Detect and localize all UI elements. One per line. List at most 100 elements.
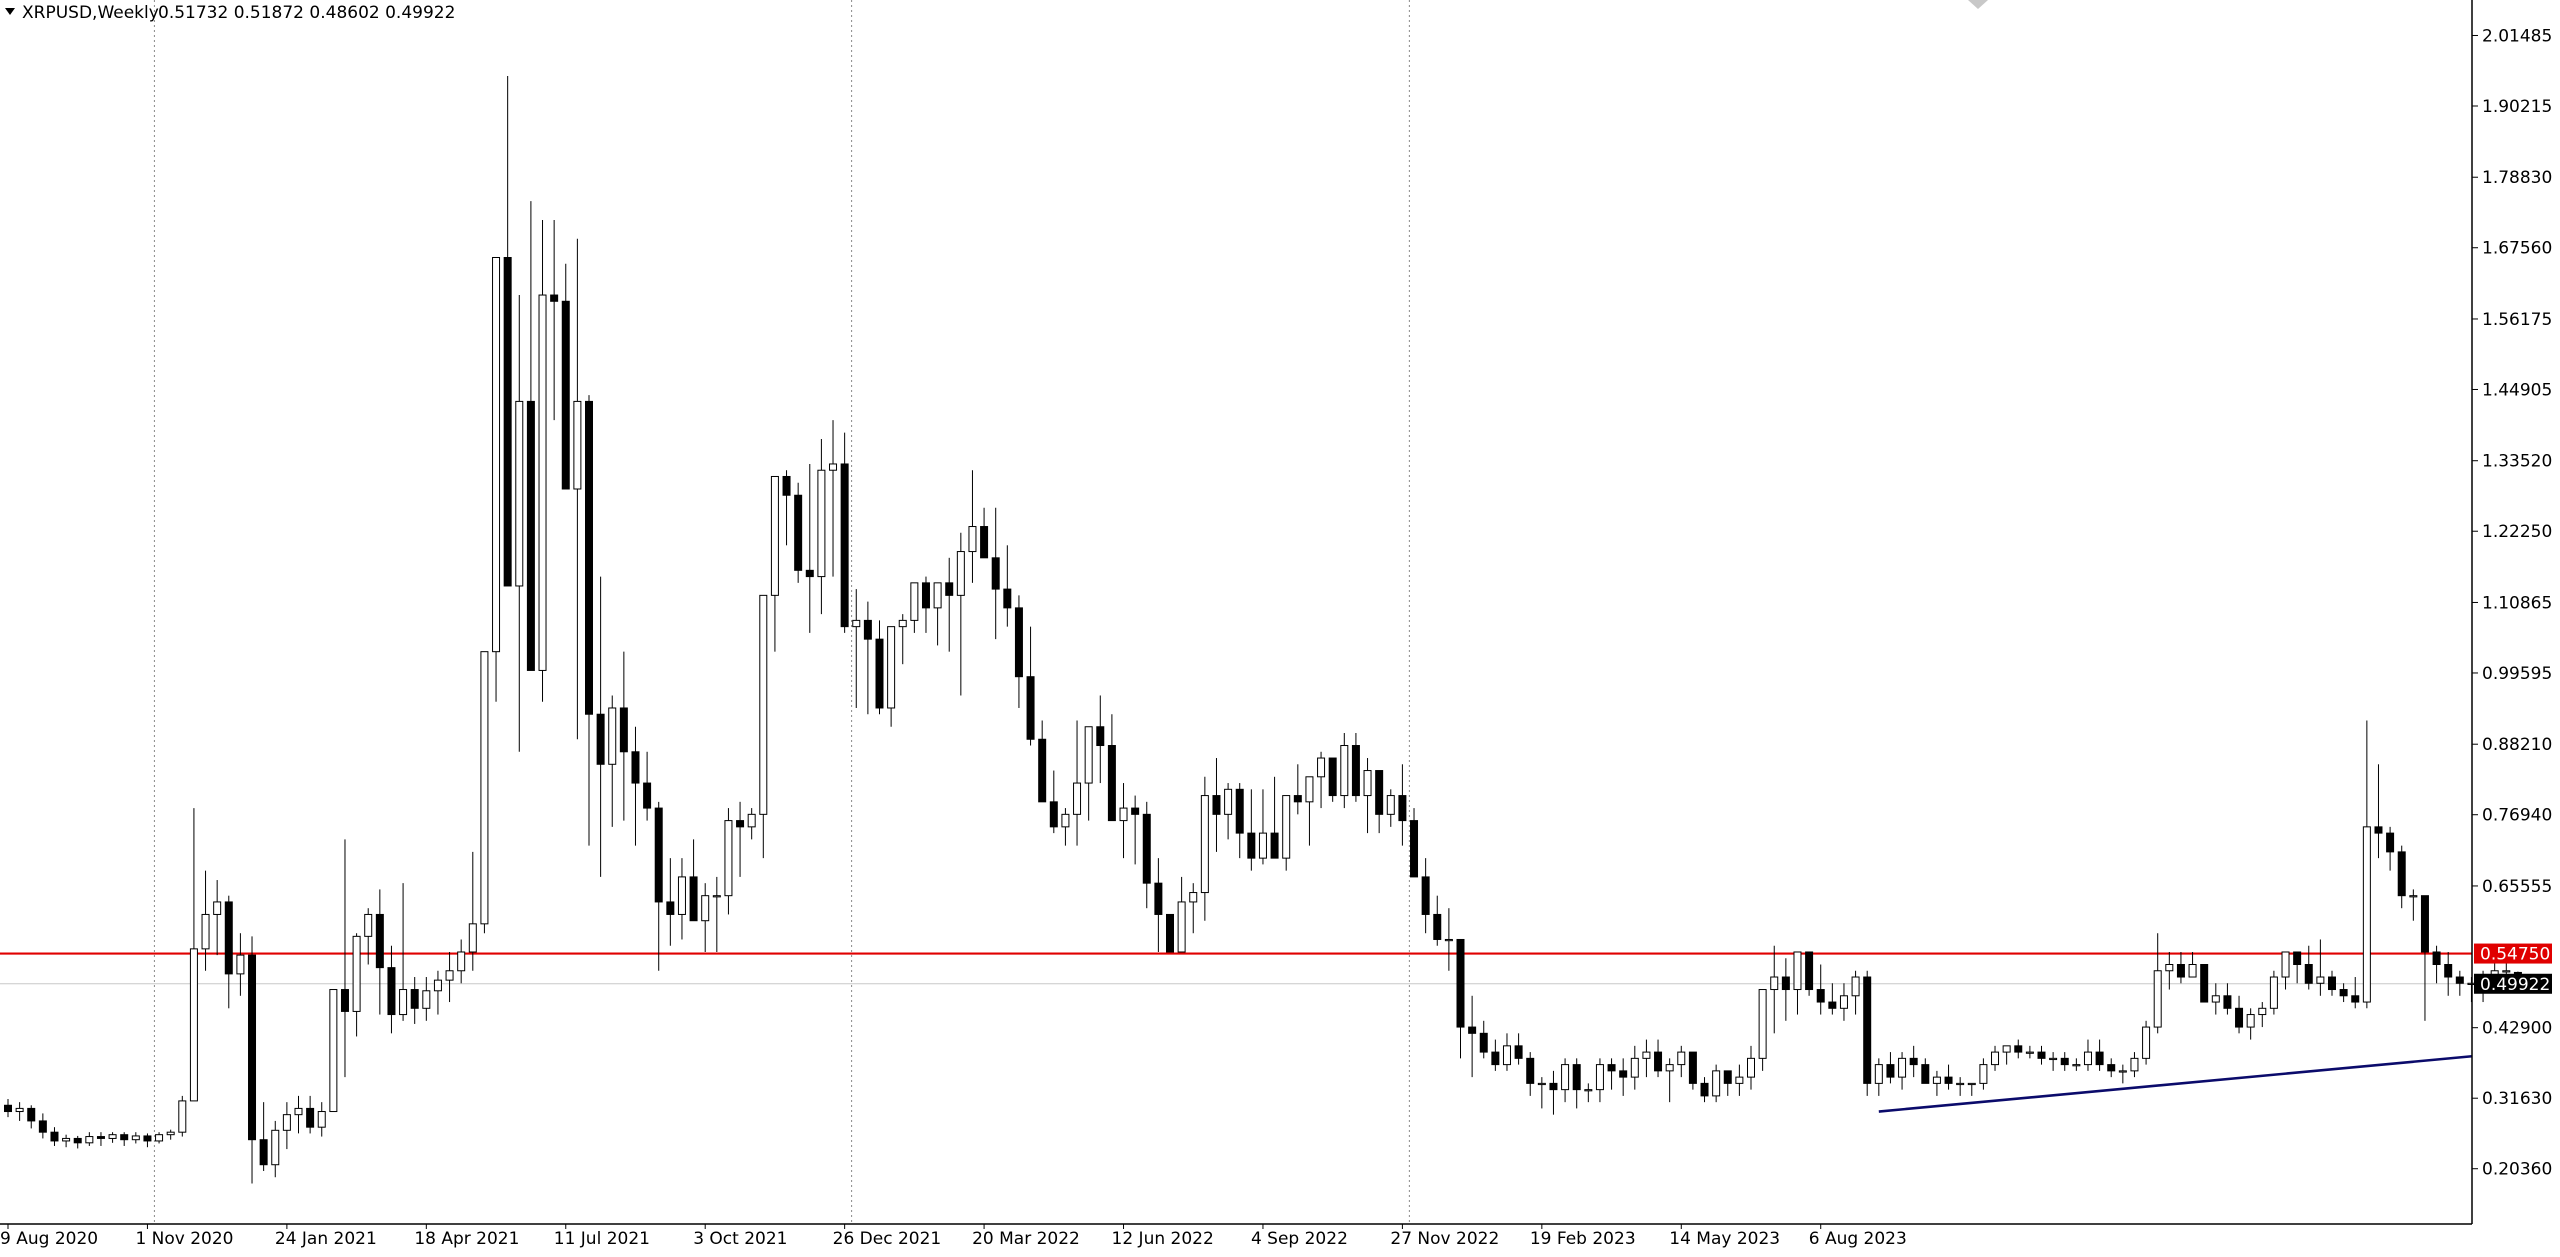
candle[interactable] bbox=[1758, 989, 1767, 1071]
candle[interactable] bbox=[1293, 764, 1302, 815]
candle[interactable] bbox=[1619, 1058, 1628, 1096]
candle[interactable] bbox=[526, 201, 535, 671]
candle[interactable] bbox=[1410, 808, 1419, 878]
candle[interactable] bbox=[1468, 995, 1477, 1078]
candle[interactable] bbox=[1131, 795, 1140, 865]
candle[interactable] bbox=[2037, 1045, 2046, 1065]
candle[interactable] bbox=[1886, 1052, 1895, 1084]
candle[interactable] bbox=[1642, 1039, 1651, 1078]
candle[interactable] bbox=[120, 1132, 129, 1146]
candle[interactable] bbox=[96, 1132, 105, 1146]
candle[interactable] bbox=[131, 1132, 140, 1144]
candle[interactable] bbox=[2304, 945, 2313, 990]
candle[interactable] bbox=[50, 1127, 59, 1146]
candle[interactable] bbox=[457, 939, 466, 984]
candle[interactable] bbox=[1305, 776, 1314, 846]
candle[interactable] bbox=[968, 470, 977, 583]
candle[interactable] bbox=[2235, 995, 2244, 1034]
candle[interactable] bbox=[1991, 1045, 2000, 1071]
candle[interactable] bbox=[1723, 1070, 1732, 1096]
candle[interactable] bbox=[2409, 889, 2418, 921]
candle[interactable] bbox=[1851, 970, 1860, 1015]
candle[interactable] bbox=[1561, 1058, 1570, 1103]
candle[interactable] bbox=[294, 1095, 303, 1134]
price-scale[interactable]: 2.01485 1.90215 1.78830 1.67560 1.56175 1.449… bbox=[2472, 26, 2552, 1180]
candle[interactable] bbox=[701, 883, 710, 952]
candle[interactable] bbox=[1049, 770, 1058, 834]
candle[interactable] bbox=[2258, 1002, 2267, 1028]
candle[interactable] bbox=[1061, 808, 1070, 846]
candle[interactable] bbox=[654, 801, 663, 971]
candle[interactable] bbox=[1142, 801, 1151, 909]
candle[interactable] bbox=[1514, 1033, 1523, 1065]
candle[interactable] bbox=[1479, 1020, 1488, 1059]
candle[interactable] bbox=[1096, 695, 1105, 784]
candle[interactable] bbox=[1119, 783, 1128, 859]
candle[interactable] bbox=[561, 263, 570, 490]
candle[interactable] bbox=[1317, 751, 1326, 809]
candle[interactable] bbox=[736, 801, 745, 877]
candle[interactable] bbox=[1898, 1052, 1907, 1090]
candle[interactable] bbox=[38, 1113, 47, 1139]
candle[interactable] bbox=[1549, 1070, 1558, 1115]
candle[interactable] bbox=[677, 858, 686, 940]
candle[interactable] bbox=[1630, 1045, 1639, 1090]
candle[interactable] bbox=[480, 651, 489, 934]
candle[interactable] bbox=[1340, 733, 1349, 809]
candle[interactable] bbox=[1003, 545, 1012, 627]
candle[interactable] bbox=[1584, 1083, 1593, 1103]
candle[interactable] bbox=[340, 839, 349, 1078]
candle[interactable] bbox=[4, 1099, 12, 1118]
candle[interactable] bbox=[468, 851, 477, 971]
candle[interactable] bbox=[375, 889, 384, 1015]
candle[interactable] bbox=[747, 808, 756, 840]
candle[interactable] bbox=[399, 883, 408, 1021]
candle[interactable] bbox=[550, 219, 559, 421]
candle[interactable] bbox=[2444, 951, 2453, 996]
candle[interactable] bbox=[689, 839, 698, 922]
candle[interactable] bbox=[805, 463, 814, 633]
candle[interactable] bbox=[1107, 714, 1116, 822]
candle[interactable] bbox=[1607, 1058, 1616, 1090]
candle[interactable] bbox=[178, 1095, 187, 1137]
candle[interactable] bbox=[2455, 970, 2464, 996]
candle[interactable] bbox=[15, 1102, 24, 1121]
candle[interactable] bbox=[1793, 951, 1802, 1015]
candle[interactable] bbox=[1282, 795, 1291, 871]
candle[interactable] bbox=[352, 933, 361, 1037]
candle[interactable] bbox=[2246, 1008, 2255, 1040]
candle[interactable] bbox=[608, 695, 617, 827]
candle[interactable] bbox=[1688, 1051, 1697, 1090]
candle[interactable] bbox=[85, 1132, 94, 1146]
candle[interactable] bbox=[887, 626, 896, 727]
candle[interactable] bbox=[503, 76, 512, 587]
candle[interactable] bbox=[2211, 983, 2220, 1015]
candle[interactable] bbox=[2107, 1058, 2116, 1078]
candle[interactable] bbox=[619, 651, 628, 821]
candle[interactable] bbox=[2095, 1039, 2104, 1071]
candle[interactable] bbox=[863, 601, 872, 715]
candle[interactable] bbox=[1874, 1058, 1883, 1096]
candle[interactable] bbox=[433, 970, 442, 1015]
candle[interactable] bbox=[62, 1134, 71, 1148]
candle[interactable] bbox=[1177, 876, 1186, 953]
candle[interactable] bbox=[2025, 1045, 2034, 1059]
candle[interactable] bbox=[1502, 1033, 1511, 1071]
candle[interactable] bbox=[445, 951, 454, 1003]
candle[interactable] bbox=[259, 1102, 268, 1171]
candle[interactable] bbox=[2397, 845, 2406, 909]
candle[interactable] bbox=[2339, 983, 2348, 1003]
candle[interactable] bbox=[1665, 1058, 1674, 1103]
candle[interactable] bbox=[1816, 964, 1825, 1015]
candle[interactable] bbox=[573, 238, 582, 740]
candle[interactable] bbox=[2293, 951, 2302, 984]
candle[interactable] bbox=[2002, 1045, 2011, 1065]
candle[interactable] bbox=[236, 933, 245, 996]
candle[interactable] bbox=[2049, 1052, 2058, 1071]
candle[interactable] bbox=[271, 1120, 280, 1178]
candle[interactable] bbox=[2386, 826, 2395, 871]
candle[interactable] bbox=[817, 438, 826, 615]
candle[interactable] bbox=[724, 808, 733, 915]
candle[interactable] bbox=[2362, 720, 2371, 1009]
